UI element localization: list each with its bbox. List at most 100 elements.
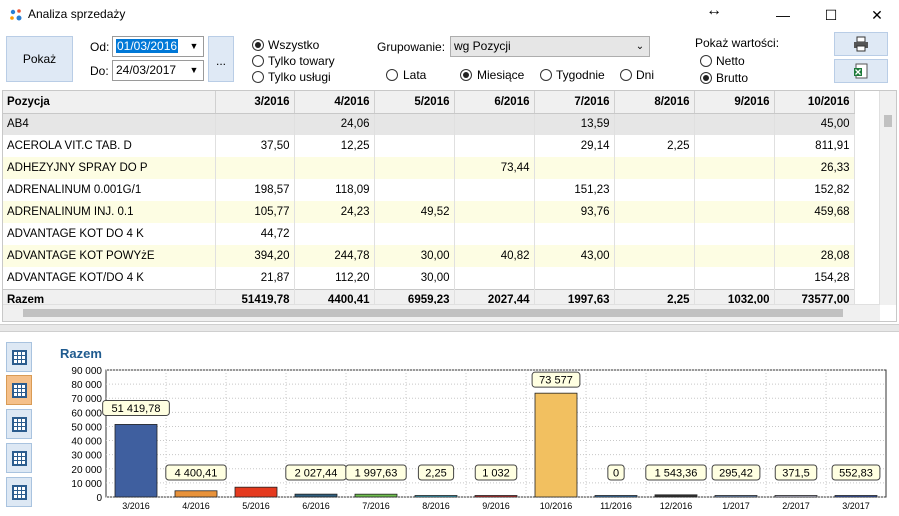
view-button-5[interactable]: [6, 477, 32, 507]
value-cell[interactable]: 154,28: [774, 267, 855, 289]
radio-icon[interactable]: [252, 55, 264, 67]
resize-icon[interactable]: ↔: [706, 2, 722, 19]
table-row[interactable]: ACEROLA VIT.C TAB. D 37,50 12,25 29,14 2,25 8…: [3, 135, 855, 157]
value-cell[interactable]: 29,14: [534, 135, 615, 157]
value-cell[interactable]: 40,82: [454, 245, 535, 267]
radio-icon[interactable]: [252, 71, 264, 83]
vertical-scrollbar[interactable]: [879, 91, 896, 305]
table-row[interactable]: ADRENALINUM INJ. 0.1 105,77 24,23 49,52 93,7…: [3, 201, 855, 223]
value-cell[interactable]: [694, 223, 775, 245]
item-name-cell[interactable]: ADRENALINUM INJ. 0.1: [3, 201, 216, 223]
value-cell[interactable]: [694, 267, 775, 289]
value-cell[interactable]: [454, 201, 535, 223]
value-cell[interactable]: 73,44: [454, 157, 535, 179]
item-name-cell[interactable]: ADHEZYJNY SPRAY DO P: [3, 157, 216, 179]
export-excel-button[interactable]: [834, 59, 888, 83]
value-cell[interactable]: 198,57: [215, 179, 295, 201]
table-row[interactable]: ADVANTAGE KOT/DO 4 K 21,87 112,20 30,00 154,…: [3, 267, 855, 289]
close-button[interactable]: ✕: [871, 7, 883, 23]
column-header[interactable]: Pozycja: [3, 91, 216, 114]
item-name-cell[interactable]: ADRENALINUM 0.001G/1: [3, 179, 216, 201]
to-date-input[interactable]: 24/03/2017 ▼: [112, 60, 204, 81]
column-header[interactable]: 9/2016: [694, 91, 775, 114]
value-cell[interactable]: 112,20: [294, 267, 375, 289]
item-name-cell[interactable]: ADVANTAGE KOT POWYżE: [3, 245, 216, 267]
column-header[interactable]: 7/2016: [534, 91, 615, 114]
value-cell[interactable]: 459,68: [774, 201, 855, 223]
scroll-thumb[interactable]: [884, 115, 892, 127]
value-cell[interactable]: 93,76: [534, 201, 615, 223]
scroll-thumb[interactable]: [23, 309, 843, 317]
chevron-down-icon[interactable]: ▼: [189, 65, 199, 75]
radio-icon[interactable]: [620, 69, 632, 81]
table-row[interactable]: ADHEZYJNY SPRAY DO P 73,44 26,33: [3, 157, 855, 179]
value-cell[interactable]: [614, 157, 695, 179]
view-button-3[interactable]: [6, 409, 32, 439]
item-name-cell[interactable]: ACEROLA VIT.C TAB. D: [3, 135, 216, 157]
value-cell[interactable]: 24,06: [294, 113, 375, 135]
value-cell[interactable]: [614, 245, 695, 267]
column-header[interactable]: 5/2016: [374, 91, 455, 114]
value-cell[interactable]: 45,00: [774, 113, 855, 135]
radio-icon[interactable]: [700, 55, 712, 67]
value-cell[interactable]: 28,08: [774, 245, 855, 267]
radio-icon[interactable]: [460, 69, 472, 81]
radio-icon[interactable]: [252, 39, 264, 51]
print-button[interactable]: [834, 32, 888, 56]
item-name-cell[interactable]: ADVANTAGE KOT/DO 4 K: [3, 267, 216, 289]
value-cell[interactable]: [294, 223, 375, 245]
value-cell[interactable]: 2,25: [614, 135, 695, 157]
value-cell[interactable]: 811,91: [774, 135, 855, 157]
column-header[interactable]: 8/2016: [614, 91, 695, 114]
view-button-4[interactable]: [6, 443, 32, 473]
value-cell[interactable]: [694, 157, 775, 179]
minimize-button[interactable]: —: [776, 7, 790, 23]
radio-icon[interactable]: [386, 69, 398, 81]
radio-icon[interactable]: [540, 69, 552, 81]
splitter[interactable]: [0, 324, 899, 332]
value-cell[interactable]: [454, 135, 535, 157]
value-cell[interactable]: 44,72: [215, 223, 295, 245]
table-row[interactable]: AB4 24,06 13,59 45,00: [3, 113, 855, 135]
value-cell[interactable]: [215, 113, 295, 135]
value-cell[interactable]: [454, 113, 535, 135]
radio-icon[interactable]: [700, 72, 712, 84]
item-name-cell[interactable]: ADVANTAGE KOT DO 4 K: [3, 223, 216, 245]
value-cell[interactable]: [215, 157, 295, 179]
column-header[interactable]: 4/2016: [294, 91, 375, 114]
value-cell[interactable]: [774, 223, 855, 245]
grouping-select[interactable]: wg Pozycji ⌄: [450, 36, 650, 57]
value-cell[interactable]: 30,00: [374, 245, 455, 267]
table-row[interactable]: ADVANTAGE KOT DO 4 K 44,72: [3, 223, 855, 245]
value-cell[interactable]: 21,87: [215, 267, 295, 289]
chevron-down-icon[interactable]: ⌄: [635, 41, 645, 52]
chevron-down-icon[interactable]: ▼: [189, 41, 199, 51]
value-cell[interactable]: 394,20: [215, 245, 295, 267]
table-row[interactable]: ADVANTAGE KOT POWYżE 394,20 244,78 30,00 40,…: [3, 245, 855, 267]
item-name-cell[interactable]: AB4: [3, 113, 216, 135]
value-cell[interactable]: [374, 135, 455, 157]
value-cell[interactable]: 26,33: [774, 157, 855, 179]
value-cell[interactable]: [614, 223, 695, 245]
value-cell[interactable]: [614, 179, 695, 201]
value-cell[interactable]: [614, 201, 695, 223]
table-row[interactable]: ADRENALINUM 0.001G/1 198,57 118,09 151,23 15…: [3, 179, 855, 201]
value-cell[interactable]: 30,00: [374, 267, 455, 289]
value-cell[interactable]: [454, 223, 535, 245]
value-cell[interactable]: [694, 113, 775, 135]
value-cell[interactable]: 49,52: [374, 201, 455, 223]
show-button[interactable]: Pokaż: [6, 36, 73, 82]
value-cell[interactable]: 152,82: [774, 179, 855, 201]
column-header[interactable]: 3/2016: [215, 91, 295, 114]
column-header[interactable]: 10/2016: [774, 91, 855, 114]
value-cell[interactable]: 244,78: [294, 245, 375, 267]
value-cell[interactable]: [694, 201, 775, 223]
view-button-2[interactable]: [6, 375, 32, 405]
value-cell[interactable]: [694, 135, 775, 157]
maximize-button[interactable]: ☐: [824, 7, 838, 23]
value-cell[interactable]: [534, 223, 615, 245]
value-cell[interactable]: [614, 267, 695, 289]
from-date-input[interactable]: 01/03/2016 ▼: [112, 36, 204, 57]
value-cell[interactable]: [374, 113, 455, 135]
value-cell[interactable]: 151,23: [534, 179, 615, 201]
